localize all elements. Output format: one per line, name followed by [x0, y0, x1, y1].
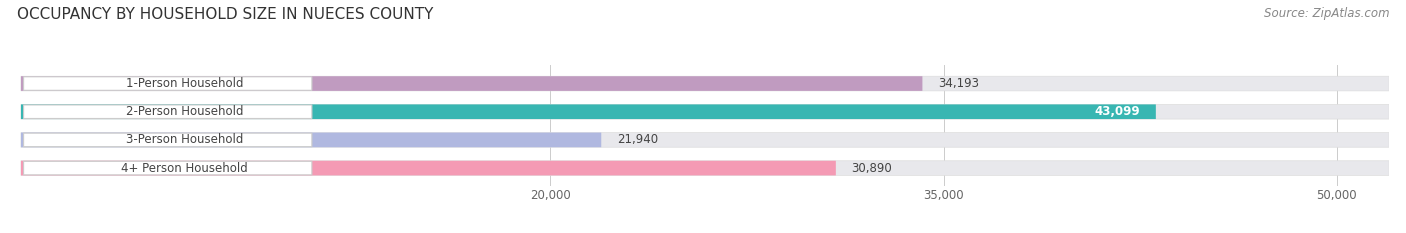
- FancyBboxPatch shape: [24, 105, 312, 119]
- Text: 21,940: 21,940: [617, 134, 658, 146]
- FancyBboxPatch shape: [21, 161, 835, 175]
- FancyBboxPatch shape: [21, 104, 1389, 119]
- Text: 34,193: 34,193: [938, 77, 979, 90]
- Text: 30,890: 30,890: [852, 161, 893, 175]
- FancyBboxPatch shape: [24, 77, 312, 90]
- Text: OCCUPANCY BY HOUSEHOLD SIZE IN NUECES COUNTY: OCCUPANCY BY HOUSEHOLD SIZE IN NUECES CO…: [17, 7, 433, 22]
- Text: 1-Person Household: 1-Person Household: [127, 77, 243, 90]
- FancyBboxPatch shape: [21, 76, 1389, 91]
- FancyBboxPatch shape: [24, 161, 312, 175]
- Text: 43,099: 43,099: [1094, 105, 1140, 118]
- FancyBboxPatch shape: [24, 133, 312, 147]
- FancyBboxPatch shape: [21, 133, 1389, 147]
- FancyBboxPatch shape: [21, 161, 1389, 175]
- FancyBboxPatch shape: [21, 104, 1156, 119]
- Text: Source: ZipAtlas.com: Source: ZipAtlas.com: [1264, 7, 1389, 20]
- Text: 3-Person Household: 3-Person Household: [127, 134, 243, 146]
- Text: 2-Person Household: 2-Person Household: [127, 105, 243, 118]
- FancyBboxPatch shape: [21, 76, 922, 91]
- FancyBboxPatch shape: [21, 133, 602, 147]
- Text: 4+ Person Household: 4+ Person Household: [121, 161, 247, 175]
